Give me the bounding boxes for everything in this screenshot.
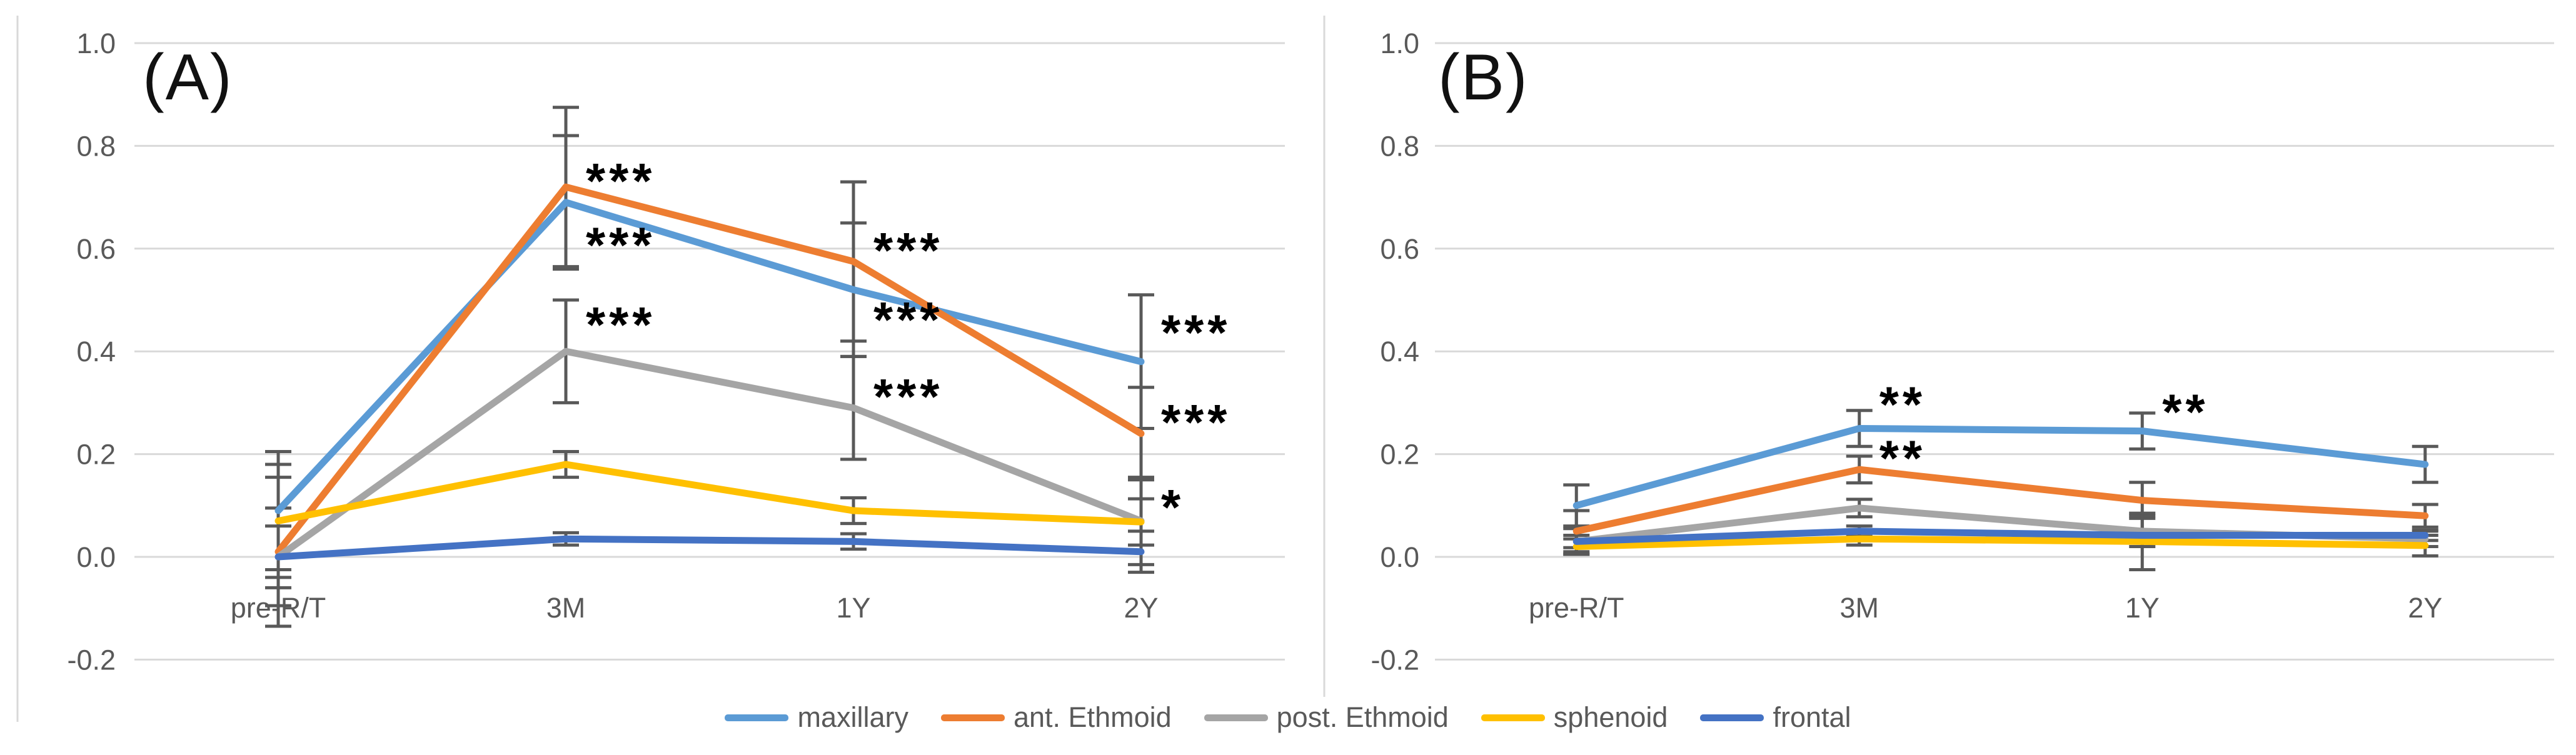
y-tick-label: 0.4 — [76, 336, 116, 368]
significance-annotation: * — [1161, 479, 1184, 535]
y-tick-label: 0.8 — [76, 130, 116, 162]
significance-annotation: ** — [1879, 376, 1926, 432]
legend-item-sphenoid: sphenoid — [1481, 701, 1668, 734]
significance-annotation: *** — [873, 369, 943, 424]
x-tick-label: 2Y — [1124, 592, 1158, 624]
legend-swatch-sphenoid — [1481, 714, 1545, 721]
legend-swatch-maxillary — [725, 714, 789, 721]
x-tick-label: 3M — [1839, 592, 1879, 624]
legend-swatch-post-ethmoid — [1204, 714, 1268, 721]
legend-label: sphenoid — [1553, 701, 1668, 733]
y-tick-label: 1.0 — [76, 28, 116, 59]
panel-a-title: (A) — [143, 41, 233, 114]
y-tick-label: 0.2 — [76, 439, 116, 471]
y-tick-label: 0.6 — [1380, 233, 1419, 265]
y-tick-label: 0.0 — [1380, 541, 1419, 573]
x-tick-label: 2Y — [2408, 592, 2442, 624]
y-tick-label: 0.6 — [76, 233, 116, 265]
series-line-sphenoid — [1572, 535, 2429, 551]
significance-annotation: *** — [873, 222, 943, 278]
series-line-sphenoid — [274, 461, 1145, 526]
panel-b-title: (B) — [1438, 41, 1529, 114]
legend-swatch-frontal — [1700, 714, 1764, 721]
chart-legend: maxillary ant. Ethmoid post. Ethmoid sph… — [0, 701, 2576, 734]
legend-label: post. Ethmoid — [1276, 701, 1449, 733]
y-tick-label: 0.8 — [1380, 130, 1419, 162]
series-line-ant-ethmoid — [274, 183, 1145, 556]
significance-annotation: *** — [873, 292, 943, 348]
significance-annotation: *** — [1161, 394, 1230, 450]
y-tick-label: 0.0 — [76, 541, 116, 573]
significance-annotation: *** — [586, 297, 655, 352]
legend-label: ant. Ethmoid — [1013, 701, 1172, 733]
legend-item-maxillary: maxillary — [725, 701, 908, 734]
legend-item-post-ethmoid: post. Ethmoid — [1204, 701, 1449, 734]
significance-annotation: *** — [586, 153, 655, 209]
series-line-frontal — [1572, 528, 2429, 545]
y-tick-label: 0.2 — [1380, 439, 1419, 471]
x-tick-label: 1Y — [2125, 592, 2160, 624]
series-line-maxillary — [1572, 425, 2429, 509]
series-line-frontal — [274, 535, 1145, 561]
significance-annotation: ** — [2162, 384, 2208, 440]
significance-annotation: *** — [586, 218, 655, 273]
x-tick-label: pre-R/T — [1529, 592, 1624, 624]
y-tick-label: -0.2 — [1371, 644, 1419, 676]
y-tick-label: 1.0 — [1380, 28, 1419, 59]
y-tick-label: -0.2 — [67, 644, 116, 676]
x-tick-label: 3M — [546, 592, 586, 624]
series-line-ant-ethmoid — [1572, 466, 2429, 535]
x-tick-label: 1Y — [836, 592, 870, 624]
significance-annotation: *** — [1161, 304, 1230, 360]
series-line-post-ethmoid — [274, 348, 1145, 561]
legend-swatch-ant-ethmoid — [940, 714, 1005, 721]
y-tick-label: 0.4 — [1380, 336, 1419, 368]
legend-item-frontal: frontal — [1700, 701, 1851, 734]
legend-label: maxillary — [797, 701, 908, 733]
legend-item-ant-ethmoid: ant. Ethmoid — [940, 701, 1172, 734]
significance-annotation: ** — [1879, 431, 1926, 486]
legend-label: frontal — [1773, 701, 1851, 733]
series-line-maxillary — [274, 199, 1145, 514]
